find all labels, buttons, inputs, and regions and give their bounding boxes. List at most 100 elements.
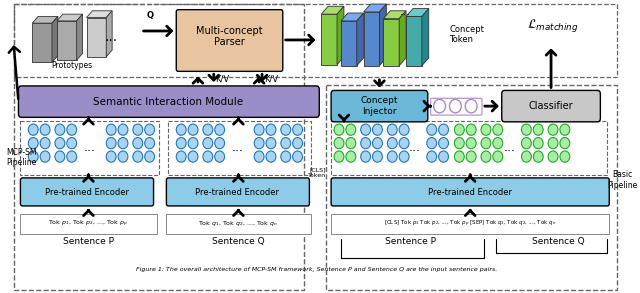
Circle shape (133, 124, 143, 135)
Polygon shape (337, 6, 344, 65)
Text: ...: ... (83, 141, 95, 154)
Circle shape (560, 151, 570, 162)
Circle shape (493, 151, 503, 162)
Text: ...: ... (504, 141, 516, 154)
Circle shape (28, 137, 38, 149)
Polygon shape (86, 18, 106, 57)
Circle shape (372, 151, 382, 162)
Polygon shape (86, 11, 112, 18)
Text: [CLS] Tok $p_1$ Tok $p_2$, ..., Tok $p_p$ [SEP] Tok $q_1$, Tok $q_2$, ..., Tok $: [CLS] Tok $p_1$ Tok $p_2$, ..., Tok $p_p… (384, 219, 556, 229)
Bar (331, 214, 609, 234)
Circle shape (438, 124, 449, 135)
Polygon shape (364, 12, 380, 66)
Circle shape (533, 124, 543, 135)
Polygon shape (406, 16, 422, 66)
Circle shape (28, 124, 38, 135)
Circle shape (67, 151, 77, 162)
Circle shape (106, 151, 116, 162)
Circle shape (548, 151, 558, 162)
Circle shape (334, 124, 344, 135)
Circle shape (399, 124, 409, 135)
Circle shape (188, 124, 198, 135)
Circle shape (254, 124, 264, 135)
Circle shape (281, 124, 291, 135)
Circle shape (481, 151, 491, 162)
Circle shape (28, 151, 38, 162)
Polygon shape (399, 11, 406, 66)
Circle shape (188, 137, 198, 149)
Circle shape (118, 151, 128, 162)
Polygon shape (106, 11, 112, 57)
Circle shape (361, 124, 371, 135)
Circle shape (346, 151, 356, 162)
Circle shape (387, 137, 397, 149)
Circle shape (176, 137, 186, 149)
Polygon shape (341, 21, 356, 66)
Circle shape (67, 137, 77, 149)
Text: Multi-concept
Parser: Multi-concept Parser (196, 26, 263, 47)
Circle shape (522, 151, 531, 162)
Circle shape (133, 151, 143, 162)
Text: Sentence P: Sentence P (63, 237, 114, 246)
Polygon shape (422, 8, 429, 66)
Circle shape (55, 151, 65, 162)
Circle shape (346, 124, 356, 135)
Circle shape (281, 151, 291, 162)
Circle shape (334, 137, 344, 149)
Text: Prototypes: Prototypes (51, 61, 92, 70)
Text: Semantic Interaction Module: Semantic Interaction Module (93, 97, 243, 107)
Circle shape (254, 137, 264, 149)
Circle shape (203, 124, 212, 135)
Polygon shape (364, 4, 387, 12)
Circle shape (145, 124, 154, 135)
Text: Classifier: Classifier (529, 101, 573, 111)
Circle shape (372, 124, 382, 135)
Text: ...: ... (232, 141, 243, 154)
Polygon shape (32, 23, 52, 62)
Bar (20, 214, 157, 234)
Circle shape (254, 151, 264, 162)
Circle shape (118, 137, 128, 149)
Circle shape (493, 137, 503, 149)
Polygon shape (321, 6, 344, 14)
Circle shape (67, 124, 77, 135)
Circle shape (346, 137, 356, 149)
FancyBboxPatch shape (502, 91, 600, 122)
Text: [CLS]
Token: [CLS] Token (308, 167, 326, 178)
Circle shape (215, 124, 225, 135)
Polygon shape (321, 14, 337, 65)
Circle shape (292, 151, 303, 162)
Text: ...: ... (409, 141, 421, 154)
Circle shape (203, 137, 212, 149)
Polygon shape (356, 13, 364, 66)
Circle shape (560, 137, 570, 149)
Text: K/V: K/V (216, 75, 230, 84)
FancyBboxPatch shape (176, 10, 283, 71)
Circle shape (372, 137, 382, 149)
Circle shape (399, 137, 409, 149)
Text: $\mathcal{L}_{matching}$: $\mathcal{L}_{matching}$ (527, 17, 579, 34)
Text: ...: ... (399, 7, 410, 17)
Circle shape (434, 99, 445, 113)
Text: Figure 1: The overall architecture of MCP-SM framework, Sentence P and Sentence : Figure 1: The overall architecture of MC… (136, 268, 497, 272)
Bar (166, 214, 312, 234)
Circle shape (118, 124, 128, 135)
Circle shape (145, 137, 154, 149)
Text: Sentence Q: Sentence Q (212, 237, 265, 246)
Circle shape (438, 151, 449, 162)
Circle shape (188, 151, 198, 162)
Circle shape (55, 137, 65, 149)
Circle shape (55, 124, 65, 135)
Text: Concept
Injector: Concept Injector (361, 96, 398, 116)
Bar (13, 4, 305, 290)
Circle shape (522, 124, 531, 135)
Bar (168, 121, 312, 175)
Text: Pre-trained Encoder: Pre-trained Encoder (428, 188, 512, 197)
Circle shape (454, 151, 464, 162)
FancyBboxPatch shape (331, 178, 609, 206)
Circle shape (438, 137, 449, 149)
Bar (20, 121, 159, 175)
Circle shape (145, 151, 154, 162)
Circle shape (427, 137, 436, 149)
Circle shape (387, 124, 397, 135)
